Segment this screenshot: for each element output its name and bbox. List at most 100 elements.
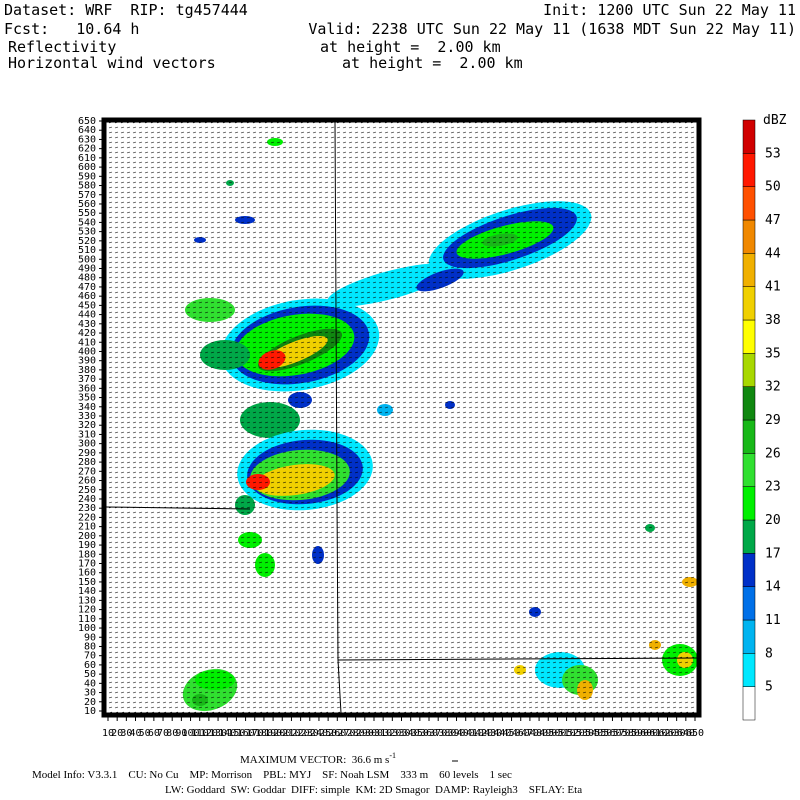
- colorbar-label: 50: [765, 180, 781, 195]
- colorbar-swatch: [742, 119, 756, 154]
- y-tick-label: 540: [78, 217, 96, 228]
- y-tick-label: 590: [78, 171, 96, 182]
- y-tick-label: 420: [78, 328, 96, 339]
- y-tick-label: 130: [78, 595, 96, 606]
- x-tick-label: 390: [448, 728, 466, 739]
- x-tick-label: 180: [255, 728, 273, 739]
- colorbar-label: 14: [765, 580, 781, 595]
- y-tick-label: 510: [78, 245, 96, 256]
- colorbar-label: 29: [765, 413, 781, 428]
- y-tick-label: 260: [78, 476, 96, 487]
- x-tick-label: 630: [668, 728, 686, 739]
- y-tick-label: 400: [78, 346, 96, 357]
- colorbar-swatch: [742, 553, 756, 587]
- x-tick-label: 320: [383, 728, 401, 739]
- x-tick-label: 30: [120, 728, 132, 739]
- state-border: [106, 506, 251, 510]
- y-tick-label: 60: [84, 660, 96, 671]
- x-tick-label: 100: [182, 728, 200, 739]
- y-tick-label: 370: [78, 374, 96, 385]
- x-tick-label: 420: [475, 728, 493, 739]
- x-tick-label: 170: [246, 728, 264, 739]
- colorbar-swatch: [742, 486, 756, 521]
- field-name: Horizontal wind vectors: [8, 54, 216, 72]
- x-tick-label: 120: [200, 728, 218, 739]
- x-tick-label: 480: [530, 728, 548, 739]
- max-vector-exp: -1: [389, 751, 396, 760]
- y-tick-label: 140: [78, 586, 96, 597]
- x-tick-label: 330: [392, 728, 410, 739]
- colorbar-label: 53: [765, 146, 781, 161]
- x-tick-label: 80: [166, 728, 178, 739]
- y-tick-label: 530: [78, 227, 96, 238]
- colorbar-label: 20: [765, 513, 781, 528]
- x-tick-label: 70: [157, 728, 169, 739]
- y-tick-label: 460: [78, 291, 96, 302]
- x-tick-label: 110: [191, 728, 209, 739]
- x-tick-label: 10: [102, 728, 114, 739]
- field-level: at height = 2.00 km: [320, 38, 501, 56]
- y-tick-label: 630: [78, 134, 96, 145]
- y-tick-label: 320: [78, 420, 96, 431]
- colorbar-label: 26: [765, 446, 781, 461]
- x-tick-label: 650: [686, 728, 704, 739]
- colorbar-label: 17: [765, 546, 781, 561]
- x-tick-label: 150: [227, 728, 245, 739]
- y-tick-label: 270: [78, 466, 96, 477]
- model-info: Model Info: V3.3.1 CU: No Cu MP: Morriso…: [32, 769, 512, 781]
- colorbar-swatch: [742, 319, 756, 354]
- colorbar-label: 47: [765, 213, 781, 228]
- max-vector: MAXIMUM VECTOR: 36.6 m s-1: [240, 751, 396, 766]
- y-tick-label: 160: [78, 568, 96, 579]
- x-tick-label: 280: [347, 728, 365, 739]
- y-tick-label: 490: [78, 264, 96, 275]
- x-tick-label: 260: [328, 728, 346, 739]
- x-tick-label: 350: [411, 728, 429, 739]
- y-tick-label: 300: [78, 439, 96, 450]
- max-vector-text: MAXIMUM VECTOR: 36.6 m s: [240, 754, 389, 766]
- y-tick-label: 70: [84, 651, 96, 662]
- colorbar-swatch: [742, 219, 756, 254]
- colorbar-unit: dBZ: [763, 113, 787, 128]
- y-tick-label: 30: [84, 688, 96, 699]
- colorbar-label: 32: [765, 380, 781, 395]
- y-tick-label: 650: [78, 116, 96, 127]
- x-tick-label: 240: [310, 728, 328, 739]
- y-tick-label: 90: [84, 632, 96, 643]
- colorbar-swatch: [742, 353, 756, 387]
- y-tick-label: 580: [78, 181, 96, 192]
- x-tick-label: 300: [365, 728, 383, 739]
- y-tick-label: 520: [78, 236, 96, 247]
- x-tick-label: 410: [466, 728, 484, 739]
- state-border: [337, 657, 697, 661]
- field-name: Reflectivity: [8, 38, 116, 56]
- x-tick-label: 560: [603, 728, 621, 739]
- x-tick-label: 580: [622, 728, 640, 739]
- y-tick-label: 230: [78, 503, 96, 514]
- colorbar-swatch: [742, 453, 756, 487]
- y-tick-label: 180: [78, 549, 96, 560]
- x-tick-label: 400: [457, 728, 475, 739]
- x-tick-label: 510: [558, 728, 576, 739]
- colorbar-swatch: [742, 653, 756, 687]
- x-tick-label: 210: [282, 728, 300, 739]
- plot-frame: [101, 117, 702, 718]
- x-tick-label: 20: [111, 728, 123, 739]
- x-tick-label: 250: [319, 728, 337, 739]
- x-tick-label: 230: [301, 728, 319, 739]
- x-tick-label: 270: [337, 728, 355, 739]
- colorbar-swatch: [742, 619, 756, 654]
- y-tick-label: 50: [84, 669, 96, 680]
- y-tick-label: 40: [84, 678, 96, 689]
- colorbar-swatch: [742, 186, 756, 221]
- colorbar-swatch: [742, 519, 756, 554]
- y-tick-label: 410: [78, 337, 96, 348]
- x-tick-label: 590: [631, 728, 649, 739]
- colorbar-label: 38: [765, 313, 781, 328]
- x-tick-label: 470: [521, 728, 539, 739]
- x-tick-label: 90: [175, 728, 187, 739]
- x-tick-label: 130: [209, 728, 227, 739]
- y-tick-label: 210: [78, 522, 96, 533]
- x-tick-label: 310: [374, 728, 392, 739]
